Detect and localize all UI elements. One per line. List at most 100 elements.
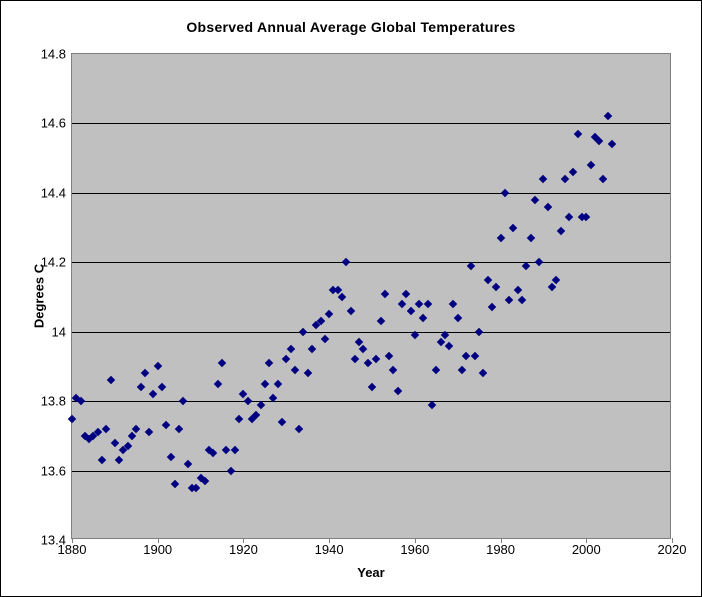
data-point [321, 334, 329, 342]
data-point [183, 459, 191, 467]
data-point [158, 383, 166, 391]
data-point [278, 418, 286, 426]
x-tick-label: 1980 [486, 538, 515, 557]
data-point [453, 314, 461, 322]
data-point [363, 359, 371, 367]
data-point [102, 425, 110, 433]
data-point [488, 303, 496, 311]
data-point [308, 345, 316, 353]
data-point [475, 327, 483, 335]
data-point [393, 386, 401, 394]
data-point [513, 286, 521, 294]
x-tick-label: 2000 [572, 538, 601, 557]
x-tick-label: 1920 [229, 538, 258, 557]
x-tick-label: 1960 [400, 538, 429, 557]
gridline-h [72, 193, 670, 194]
y-tick-label: 14.8 [41, 47, 72, 62]
data-point [171, 480, 179, 488]
data-point [175, 425, 183, 433]
data-point [565, 213, 573, 221]
y-tick-label: 14.4 [41, 185, 72, 200]
data-point [346, 307, 354, 315]
data-point [141, 369, 149, 377]
data-point [501, 189, 509, 197]
data-point [445, 341, 453, 349]
data-point [132, 425, 140, 433]
data-point [539, 175, 547, 183]
data-point [518, 296, 526, 304]
y-tick-label: 13.6 [41, 463, 72, 478]
data-point [432, 366, 440, 374]
x-tick-label: 1900 [143, 538, 172, 557]
data-point [531, 196, 539, 204]
data-point [398, 300, 406, 308]
data-point [136, 383, 144, 391]
data-point [231, 445, 239, 453]
x-tick-label: 1940 [315, 538, 344, 557]
data-point [209, 449, 217, 457]
gridline-h [72, 401, 670, 402]
y-tick-label: 14.6 [41, 116, 72, 131]
data-point [282, 355, 290, 363]
data-point [569, 168, 577, 176]
data-point [166, 452, 174, 460]
data-point [201, 477, 209, 485]
y-tick-label: 14 [52, 324, 72, 339]
data-point [505, 296, 513, 304]
data-point [162, 421, 170, 429]
data-point [273, 380, 281, 388]
data-point [106, 376, 114, 384]
data-point [552, 275, 560, 283]
data-point [436, 338, 444, 346]
data-point [153, 362, 161, 370]
data-point [179, 397, 187, 405]
data-point [586, 161, 594, 169]
data-point [561, 175, 569, 183]
data-point [286, 345, 294, 353]
data-point [492, 282, 500, 290]
data-point [342, 258, 350, 266]
data-point [458, 366, 466, 374]
x-tick-label: 1880 [58, 538, 87, 557]
data-point [462, 352, 470, 360]
data-point [218, 359, 226, 367]
data-point [599, 175, 607, 183]
data-point [389, 366, 397, 374]
data-point [265, 359, 273, 367]
data-point [406, 307, 414, 315]
data-point [226, 466, 234, 474]
chart-title: Observed Annual Average Global Temperatu… [1, 19, 701, 35]
data-point [359, 345, 367, 353]
data-point [351, 355, 359, 363]
data-point [243, 397, 251, 405]
data-point [595, 137, 603, 145]
data-point [372, 355, 380, 363]
y-tick-label: 14.2 [41, 255, 72, 270]
data-point [68, 414, 76, 422]
gridline-h [72, 332, 670, 333]
data-point [483, 275, 491, 283]
data-point [543, 202, 551, 210]
data-point [299, 327, 307, 335]
data-point [573, 130, 581, 138]
data-point [385, 352, 393, 360]
y-axis-label: Degrees C [32, 264, 47, 328]
data-point [149, 390, 157, 398]
data-point [608, 140, 616, 148]
gridline-h [72, 123, 670, 124]
data-point [471, 352, 479, 360]
gridline-h [72, 471, 670, 472]
data-point [402, 289, 410, 297]
data-point [295, 425, 303, 433]
data-point [222, 445, 230, 453]
data-point [526, 234, 534, 242]
data-point [419, 314, 427, 322]
plot-area: 13.413.613.81414.214.414.614.81880190019… [71, 53, 671, 539]
data-point [235, 414, 243, 422]
data-point [509, 223, 517, 231]
plot-wrap: Degrees C 13.413.613.81414.214.414.614.8… [71, 53, 671, 539]
data-point [213, 380, 221, 388]
data-point [603, 112, 611, 120]
data-point [415, 300, 423, 308]
data-point [479, 369, 487, 377]
